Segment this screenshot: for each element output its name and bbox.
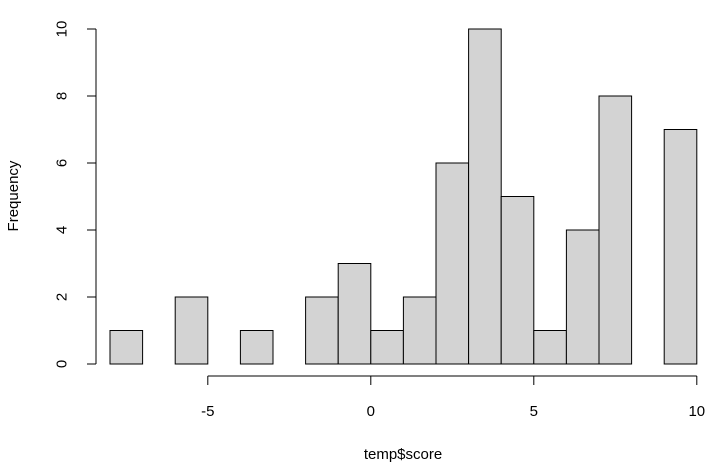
histogram-bar-11 bbox=[468, 28, 502, 365]
histogram-bar-8 bbox=[370, 330, 404, 365]
histogram-bar-10 bbox=[435, 162, 470, 365]
histogram-bar-7 bbox=[337, 263, 372, 365]
histogram-bar-17 bbox=[663, 129, 698, 365]
x-tick-label-0: -5 bbox=[201, 403, 214, 420]
x-axis-title: temp$score bbox=[364, 446, 442, 463]
histogram-bars bbox=[109, 28, 698, 365]
y-axis: 0 2 4 6 8 10 bbox=[54, 21, 97, 368]
histogram-bar-13 bbox=[533, 330, 567, 365]
y-tick-label-4: 8 bbox=[54, 92, 71, 100]
histogram-bar-15 bbox=[598, 95, 633, 365]
histogram-bar-4 bbox=[239, 330, 274, 365]
y-tick-label-3: 6 bbox=[54, 159, 71, 167]
y-tick-label-1: 2 bbox=[54, 293, 71, 301]
y-tick-label-5: 10 bbox=[54, 21, 71, 38]
histogram-bar-9 bbox=[402, 296, 437, 365]
histogram-bar-12 bbox=[500, 196, 535, 365]
histogram-bar-2 bbox=[174, 296, 209, 365]
x-tick-label-2: 5 bbox=[530, 403, 538, 420]
y-axis-title: Frequency bbox=[5, 160, 22, 231]
x-tick-label-1: 0 bbox=[367, 403, 375, 420]
histogram-bar-0 bbox=[109, 330, 144, 365]
x-tick-label-3: 10 bbox=[688, 403, 705, 420]
histogram-bar-6 bbox=[305, 296, 339, 365]
histogram-bar-14 bbox=[565, 229, 600, 365]
y-tick-label-0: 0 bbox=[54, 360, 71, 368]
x-axis: -5 0 5 10 bbox=[201, 375, 705, 420]
y-tick-label-2: 4 bbox=[54, 226, 71, 234]
